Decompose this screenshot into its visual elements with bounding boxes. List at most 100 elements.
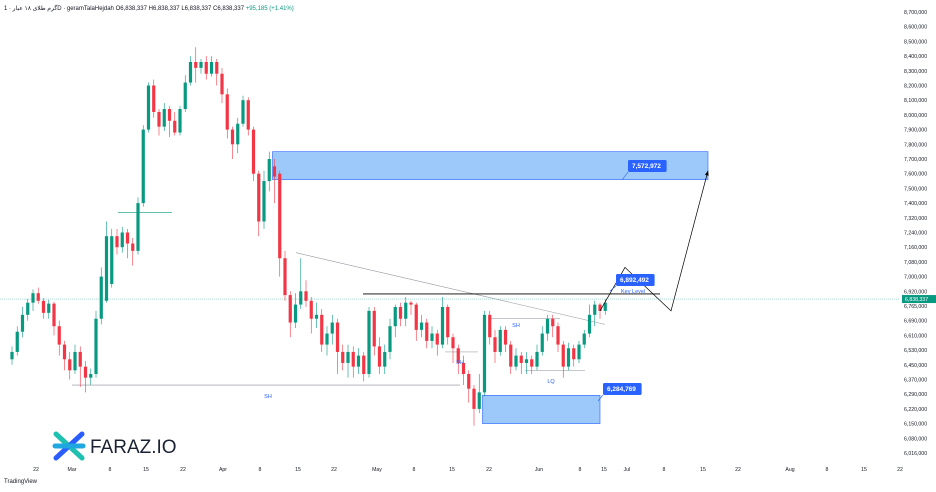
candle-body: [577, 344, 581, 360]
y-tick-label: 6,920,000: [904, 289, 927, 295]
candle-body: [467, 373, 471, 389]
key-level-price-label: 6,892,492: [620, 277, 649, 284]
candle-body: [440, 306, 445, 345]
candle: [10, 346, 14, 365]
candle: [209, 56, 214, 77]
candle: [146, 82, 151, 133]
candle: [283, 250, 287, 301]
x-tick-label: May: [372, 467, 382, 473]
x-tick-label: 8: [663, 467, 666, 473]
candle: [304, 280, 308, 307]
candle-body: [461, 362, 466, 374]
candle-body: [83, 366, 88, 378]
candle: [561, 340, 565, 378]
candle: [351, 346, 355, 378]
candle: [36, 287, 40, 304]
faraz-logo: FARAZ.IO: [52, 431, 177, 461]
candle: [372, 306, 376, 356]
candle: [31, 289, 35, 311]
key-level-text: Key Level: [621, 289, 645, 295]
candle: [68, 351, 72, 380]
candle-body: [267, 159, 271, 182]
candle-body: [299, 291, 303, 305]
candle: [503, 326, 508, 352]
current-price-tag: [902, 295, 936, 304]
candle-body: [598, 304, 602, 311]
candle-body: [220, 73, 224, 95]
candle: [524, 351, 529, 374]
x-tick-label: Jul: [624, 467, 631, 473]
candle: [377, 337, 382, 374]
candle-body: [236, 123, 240, 145]
candle-body: [393, 306, 397, 327]
swing-high-label: SH: [264, 394, 272, 400]
candle-body: [78, 351, 82, 367]
candle-body: [530, 359, 534, 367]
candle-body: [556, 326, 560, 345]
y-tick-label: 6,150,000: [904, 422, 927, 428]
candle: [199, 59, 203, 74]
swing-high-label: SH: [512, 323, 520, 329]
candle-body: [262, 181, 266, 222]
candle: [472, 385, 476, 426]
candle: [498, 326, 502, 356]
candle-body: [115, 236, 119, 248]
candle-body: [131, 243, 135, 251]
key-level-price-label-box: [616, 274, 655, 286]
low-value: L6,838,337: [181, 6, 212, 12]
candle-body: [425, 322, 429, 341]
candle: [236, 117, 240, 154]
candle-body: [409, 302, 413, 305]
candle: [425, 318, 429, 349]
supply-demand-zones: [272, 151, 709, 424]
candle: [435, 329, 439, 356]
y-tick-label: 8,000,000: [904, 113, 927, 119]
candle: [115, 228, 119, 255]
candle: [519, 351, 523, 374]
candle-body: [477, 392, 481, 409]
candle-body: [68, 359, 72, 371]
candle-body: [230, 129, 235, 145]
candle: [346, 344, 350, 378]
candle-body: [603, 302, 607, 311]
change-value: +95,185 (+1.41%): [245, 6, 294, 12]
candle-body: [582, 333, 586, 345]
candle-body: [325, 333, 329, 345]
candle: [136, 197, 140, 255]
candle: [215, 59, 219, 86]
candle: [110, 228, 114, 288]
candle-body: [498, 329, 502, 352]
candle-body: [446, 306, 450, 338]
candle: [582, 329, 586, 349]
demand-zone-price-label: 6,284,769: [607, 386, 636, 393]
candle-body: [94, 318, 98, 374]
candle: [440, 296, 445, 349]
candle-body: [167, 109, 172, 121]
candle: [120, 226, 124, 253]
x-tick-label: 8: [109, 467, 112, 473]
x-tick-label: 15: [861, 467, 867, 473]
candle-body: [209, 61, 214, 74]
demand-zone: [482, 394, 601, 424]
candle-body: [246, 100, 250, 130]
candle: [477, 373, 481, 414]
open-value: O6,838,337: [115, 6, 147, 12]
y-tick-label: 6,016,000: [904, 451, 927, 457]
projection-arrow-head: [704, 170, 709, 176]
candle-body: [388, 326, 392, 352]
candle: [78, 346, 82, 387]
y-tick-label: 6,610,000: [904, 333, 927, 339]
candle-body: [335, 322, 340, 352]
candle-body: [320, 314, 324, 345]
supply-zone-price-label: 7,572,972: [632, 163, 661, 170]
x-tick-label: 15: [700, 467, 706, 473]
y-tick-label: 7,900,000: [904, 128, 927, 134]
candle: [52, 301, 56, 336]
candle-body: [435, 333, 439, 345]
candle: [393, 304, 397, 338]
candle-body: [304, 291, 308, 301]
y-tick-label: 8,600,000: [904, 25, 927, 31]
candle-body: [493, 337, 497, 352]
